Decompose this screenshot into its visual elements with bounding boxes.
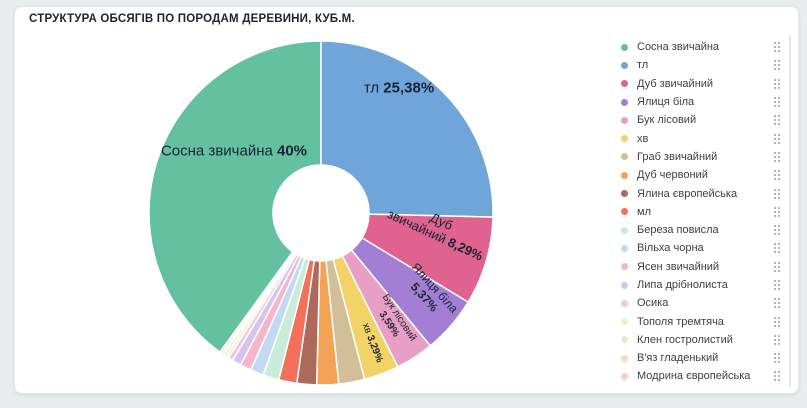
legend-item-label: Дуб червоний — [637, 169, 708, 182]
legend-item[interactable]: В'яз гладенький — [621, 349, 781, 367]
legend-color-dot — [621, 244, 628, 252]
legend-item[interactable]: Модрина європейська — [621, 367, 781, 385]
legend-item[interactable]: Дуб звичайний — [621, 75, 781, 93]
legend-color-dot — [621, 80, 628, 88]
legend-color-dot — [621, 135, 628, 143]
drag-handle-icon[interactable] — [773, 297, 781, 309]
legend-color-dot — [621, 281, 628, 289]
legend-item[interactable]: мл — [621, 203, 781, 221]
legend-color-dot — [621, 263, 628, 271]
drag-handle-icon[interactable] — [773, 352, 781, 364]
legend-item[interactable]: Сосна звичайна — [621, 38, 781, 56]
legend-item[interactable]: Бук лісовий — [621, 111, 781, 129]
legend-item[interactable]: Ясен звичайний — [621, 258, 781, 276]
drag-handle-icon[interactable] — [773, 78, 781, 90]
drag-handle-icon[interactable] — [773, 279, 781, 291]
legend-item-label: Ялиця біла — [637, 96, 695, 109]
drag-handle-icon[interactable] — [773, 316, 781, 328]
legend-item[interactable]: Вільха чорна — [621, 239, 781, 257]
legend-color-dot — [621, 226, 628, 234]
legend-color-dot — [621, 98, 628, 106]
legend-item-label: Дуб звичайний — [637, 77, 714, 90]
legend-item[interactable]: Дуб червоний — [621, 166, 781, 184]
legend-color-dot — [621, 153, 628, 161]
legend-item[interactable]: тл — [621, 56, 781, 74]
donut-chart — [148, 40, 494, 386]
drag-handle-icon[interactable] — [773, 169, 781, 181]
drag-handle-icon[interactable] — [773, 133, 781, 145]
legend-color-dot — [621, 299, 628, 307]
legend-item-label: Вільха чорна — [637, 242, 704, 255]
legend-color-dot — [621, 171, 628, 179]
drag-handle-icon[interactable] — [773, 96, 781, 108]
legend-item-label: Модрина європейська — [637, 370, 751, 383]
drag-handle-icon[interactable] — [773, 151, 781, 163]
legend-item[interactable]: хв — [621, 129, 781, 147]
drag-handle-icon[interactable] — [773, 261, 781, 273]
legend-item[interactable]: Клен гостролистий — [621, 331, 781, 349]
legend-item-label: Береза повисла — [637, 224, 719, 237]
drag-handle-icon[interactable] — [773, 188, 781, 200]
drag-handle-icon[interactable] — [773, 242, 781, 254]
legend-color-dot — [621, 116, 628, 124]
legend-color-dot — [621, 372, 628, 380]
legend-color-dot — [621, 318, 628, 326]
legend-item-label: Тополя тремтяча — [637, 315, 724, 328]
legend-item-label: мл — [637, 205, 651, 218]
legend-item[interactable]: Осика — [621, 294, 781, 312]
legend-scrollbar-track[interactable] — [789, 35, 791, 387]
legend-color-dot — [621, 43, 628, 51]
legend: Сосна звичайна тл Дуб звичайний Ялиця бі… — [621, 38, 781, 386]
legend-color-dot — [621, 354, 628, 362]
chart-card: СТРУКТУРА ОБСЯГІВ ПО ПОРОДАМ ДЕРЕВИНИ, К… — [14, 6, 799, 394]
legend-item-label: хв — [637, 132, 649, 145]
legend-color-dot — [621, 208, 628, 216]
chart-title: СТРУКТУРА ОБСЯГІВ ПО ПОРОДАМ ДЕРЕВИНИ, К… — [29, 13, 355, 25]
legend-color-dot — [621, 336, 628, 344]
drag-handle-icon[interactable] — [773, 114, 781, 126]
legend-item-label: Сосна звичайна — [637, 41, 720, 54]
legend-color-dot — [621, 61, 628, 69]
drag-handle-icon[interactable] — [773, 334, 781, 346]
pie-slice[interactable] — [218, 250, 295, 355]
legend-item-label: тл — [637, 59, 649, 72]
legend-item-label: Клен гостролистий — [637, 333, 733, 346]
legend-item-label: Бук лісовий — [637, 114, 697, 127]
legend-item[interactable]: Ялина європейська — [621, 184, 781, 202]
legend-color-dot — [621, 190, 628, 198]
drag-handle-icon[interactable] — [773, 41, 781, 53]
legend-item[interactable]: Липа дрібнолиста — [621, 276, 781, 294]
legend-item-label: Ясен звичайний — [637, 260, 720, 273]
drag-handle-icon[interactable] — [773, 59, 781, 71]
drag-handle-icon[interactable] — [773, 224, 781, 236]
legend-item-label: Осика — [637, 297, 669, 310]
legend-item[interactable]: Граб звичайний — [621, 148, 781, 166]
legend-item-label: Ялина європейська — [637, 187, 738, 200]
legend-item-label: В'яз гладенький — [637, 352, 719, 365]
legend-item[interactable]: Ялиця біла — [621, 93, 781, 111]
drag-handle-icon[interactable] — [773, 206, 781, 218]
pie-slice[interactable] — [320, 40, 494, 218]
pie-slice[interactable] — [148, 40, 322, 354]
legend-item[interactable]: Береза повисла — [621, 221, 781, 239]
legend-item-label: Липа дрібнолиста — [637, 279, 728, 291]
legend-item-label: Граб звичайний — [637, 150, 718, 163]
drag-handle-icon[interactable] — [773, 370, 781, 382]
legend-item[interactable]: Тополя тремтяча — [621, 312, 781, 330]
